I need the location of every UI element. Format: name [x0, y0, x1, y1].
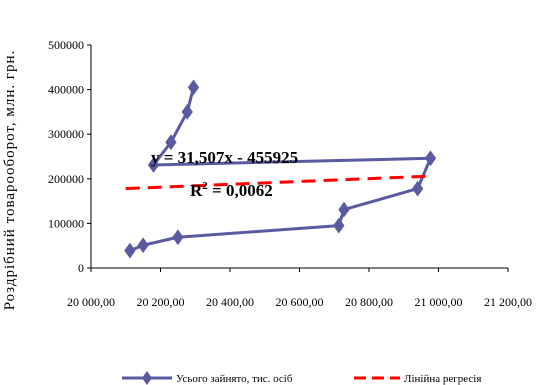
data-point [147, 157, 160, 173]
x-tick-label: 20 600,00 [276, 295, 324, 309]
regression-equation: y = 31,507x - 455925 [151, 148, 298, 167]
y-ticks: 0 100000 200000 300000 400000 500000 [48, 38, 91, 275]
x-tick-label: 20 000,00 [67, 295, 115, 309]
series-line-employed [129, 86, 433, 252]
data-point [338, 201, 350, 218]
y-tick-label: 0 [78, 261, 84, 275]
data-point [165, 134, 177, 151]
r-squared-value: = 0,0062 [208, 181, 273, 200]
y-tick-label: 500000 [48, 38, 84, 52]
data-point [411, 180, 424, 197]
r-squared-r: R [190, 181, 203, 200]
series-markers [124, 79, 437, 259]
x-tick-label: 21 000,00 [415, 295, 463, 309]
data-point [187, 79, 200, 96]
legend: Усього зайнято, тис. осіб Лінійна регресі… [122, 371, 481, 385]
x-tick-label: 20 400,00 [206, 295, 254, 309]
x-tick-label: 20 200,00 [137, 295, 185, 309]
legend-label-regression: Лінійна регресія [404, 373, 481, 385]
y-tick-label: 400000 [48, 83, 84, 97]
data-point [181, 104, 193, 120]
data-point [137, 237, 149, 254]
x-tick-label: 21 200,00 [484, 295, 532, 309]
legend-label-employed: Усього зайнято, тис. осіб [176, 373, 293, 385]
r-squared-label: R2 = 0,0062 [190, 180, 273, 200]
regression-line [125, 174, 431, 191]
data-point [333, 217, 345, 234]
y-tick-label: 300000 [48, 127, 84, 141]
x-ticks: 20 000,00 20 200,00 20 400,00 20 600,00 20 8… [67, 268, 532, 309]
data-point [172, 229, 184, 246]
y-tick-label: 200000 [48, 172, 84, 186]
data-point [424, 150, 437, 167]
legend-marker-employed [142, 371, 152, 385]
y-axis-label: Роздрібний товарооборот, млн. грн. [2, 50, 18, 311]
x-tick-label: 20 800,00 [345, 295, 393, 309]
data-point [124, 242, 136, 259]
r-squared-exponent: 2 [202, 180, 208, 192]
series-lines [125, 86, 433, 252]
y-tick-label: 100000 [48, 216, 84, 230]
